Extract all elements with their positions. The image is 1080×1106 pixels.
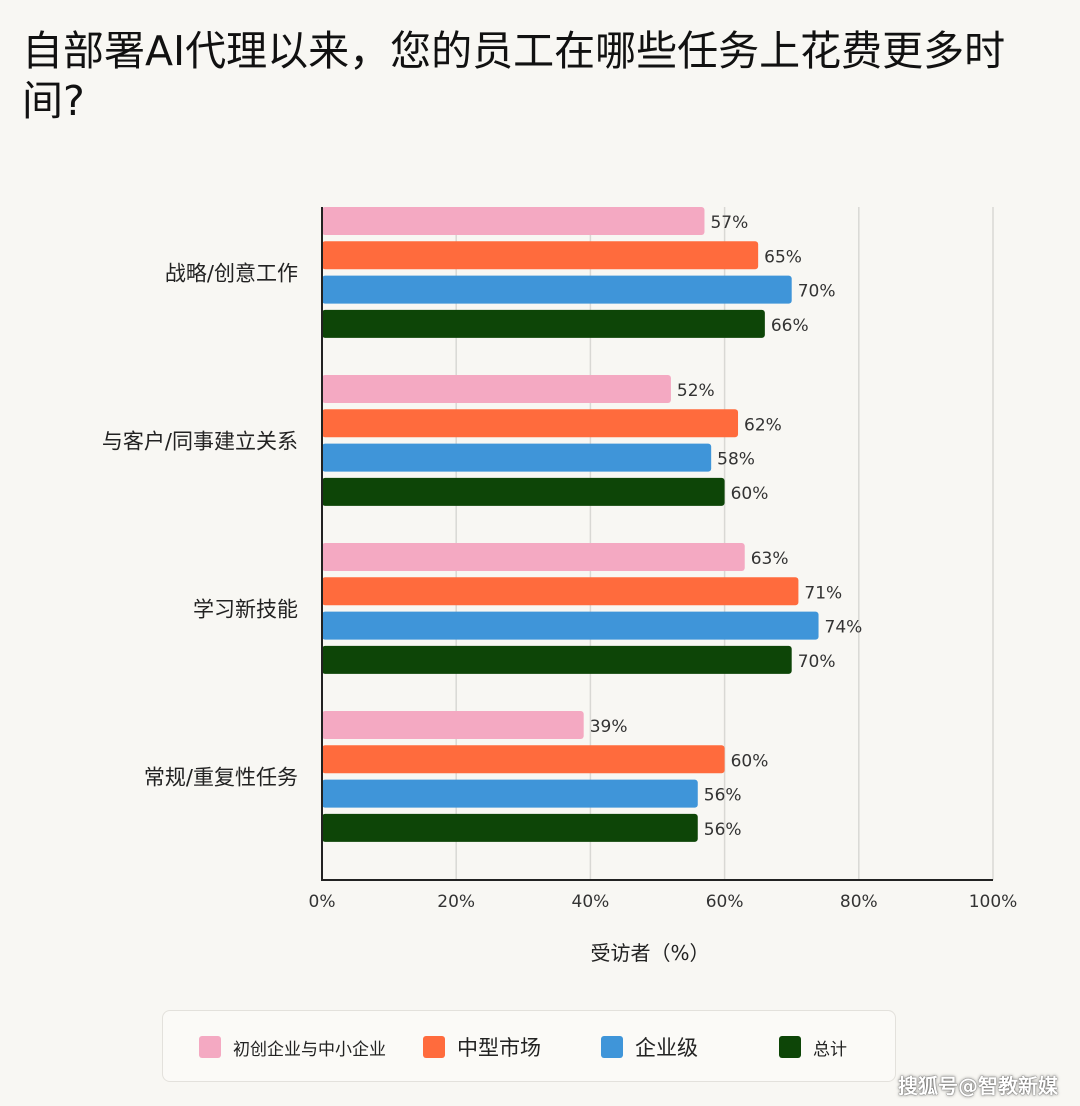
bar: [322, 241, 759, 270]
x-tick-label: 60%: [706, 892, 744, 912]
data-label: 70%: [798, 652, 836, 672]
legend-item-enterprise: 企业级: [601, 1011, 698, 1083]
legend-swatch-startup: [199, 1036, 221, 1058]
x-tick-label: 80%: [840, 892, 878, 912]
data-label: 63%: [751, 549, 789, 569]
bar: [322, 745, 725, 774]
bar: [322, 275, 792, 304]
bar-chart: 57% 65% 70% 66% 战略/创意工作 52% 62% 58% 60% 与客户/同事建立关…: [102, 207, 1018, 965]
data-label: 66%: [771, 316, 809, 336]
data-label: 57%: [710, 213, 748, 233]
legend-item-total: 总计: [779, 1011, 847, 1083]
bar: [322, 207, 705, 235]
data-label: 56%: [704, 820, 742, 840]
data-label: 52%: [677, 381, 715, 401]
legend-swatch-midmarket: [423, 1036, 445, 1058]
x-tick-label: 40%: [572, 892, 610, 912]
bar: [322, 543, 745, 571]
category-label: 学习新技能: [193, 597, 298, 621]
data-label: 60%: [731, 751, 769, 771]
legend-swatch-enterprise: [601, 1036, 623, 1058]
legend-label-total: 总计: [813, 1039, 847, 1060]
legend-label-startup: 初创企业与中小企业: [233, 1039, 386, 1060]
legend-item-midmarket: 中型市场: [423, 1011, 541, 1083]
data-label: 56%: [704, 786, 742, 806]
bar: [322, 645, 792, 674]
legend-swatch-total: [779, 1036, 801, 1058]
data-label: 74%: [825, 618, 863, 638]
watermark: 搜狐号@智教新媒: [898, 1074, 1058, 1098]
legend-label-enterprise: 企业级: [635, 1036, 698, 1060]
data-label: 39%: [590, 717, 628, 737]
bar: [322, 611, 819, 640]
bar: [322, 443, 712, 472]
category-label: 战略/创意工作: [165, 261, 298, 285]
bar: [322, 477, 725, 506]
x-tick-label: 100%: [969, 892, 1018, 912]
x-axis-title: 受访者（%）: [590, 941, 709, 965]
data-label: 60%: [731, 484, 769, 504]
x-tick-label: 0%: [309, 892, 336, 912]
legend-item-startup: 初创企业与中小企业: [199, 1011, 386, 1083]
bar: [322, 577, 799, 606]
data-label: 62%: [744, 415, 782, 435]
bar: [322, 711, 584, 739]
category-label: 与客户/同事建立关系: [102, 429, 298, 453]
data-label: 71%: [804, 583, 842, 603]
bar: [322, 813, 698, 842]
legend-label-midmarket: 中型市场: [457, 1036, 541, 1060]
data-label: 70%: [798, 282, 836, 302]
chart-title: 自部署AI代理以来，您的员工在哪些任务上花费更多时间?: [22, 27, 1006, 125]
x-tick-label: 20%: [437, 892, 475, 912]
bar: [322, 375, 671, 403]
legend: 初创企业与中小企业 中型市场 企业级 总计: [162, 1010, 896, 1082]
data-label: 58%: [717, 450, 755, 470]
bar: [322, 409, 739, 438]
bar: [322, 779, 698, 808]
bar: [322, 309, 765, 338]
category-label: 常规/重复性任务: [144, 765, 298, 789]
data-label: 65%: [764, 247, 802, 267]
